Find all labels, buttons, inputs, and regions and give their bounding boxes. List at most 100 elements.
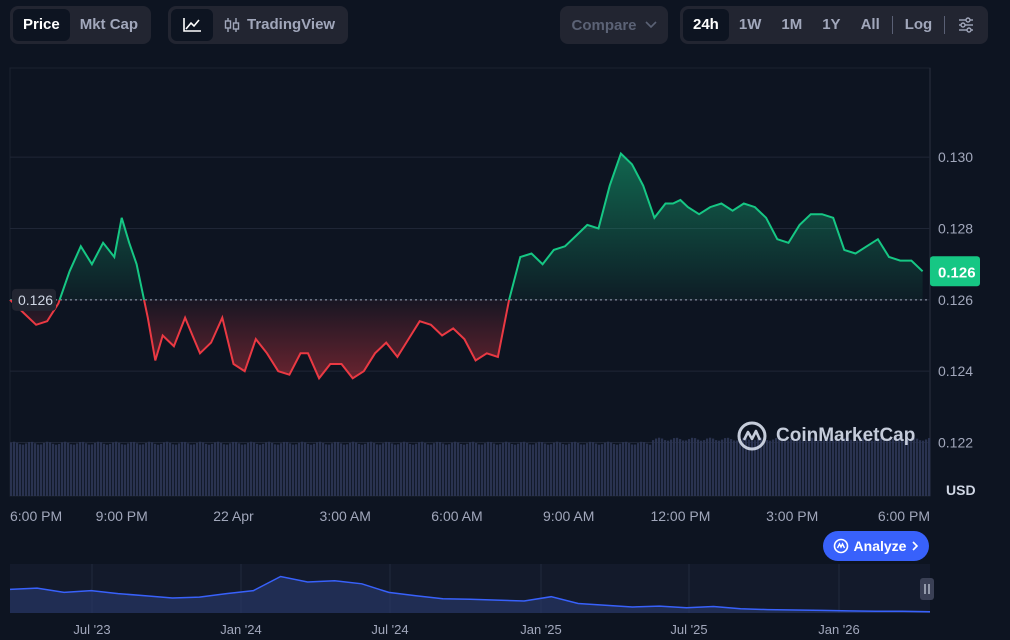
x-axis: 6:00 PM 9:00 PM 22 Apr 3:00 AM 6:00 AM 9:00 A…: [10, 508, 930, 524]
volume-bar: [733, 440, 736, 496]
y-tick-label: 0.128: [938, 221, 973, 237]
volume-bar: [883, 439, 886, 496]
range-24h[interactable]: 24h: [683, 9, 729, 41]
volume-bar: [484, 443, 487, 496]
volume-bar: [127, 443, 130, 496]
volume-bar: [646, 443, 649, 496]
volume-bar: [73, 444, 76, 496]
volume-bar: [757, 438, 760, 496]
volume-bar: [187, 443, 190, 496]
volume-bar: [391, 443, 394, 496]
series-line-down: [9, 299, 511, 381]
volume-bar: [385, 441, 388, 496]
range-1w[interactable]: 1W: [738, 16, 762, 33]
volume-bar: [907, 439, 910, 496]
log-scale-button[interactable]: Log: [904, 16, 933, 33]
volume-bar: [925, 439, 928, 496]
range-navigator[interactable]: Jul '23 Jan '24 Jul '24 Jan '25 Jul '25 Jan '…: [9, 564, 934, 637]
volume-bar: [433, 443, 436, 496]
volume-bar: [397, 444, 400, 496]
volume-bar: [181, 441, 184, 496]
tab-mkt-cap[interactable]: Mkt Cap: [79, 16, 139, 33]
compare-dropdown[interactable]: Compare: [560, 6, 668, 44]
volume-bar: [697, 439, 700, 496]
volume-bar: [814, 438, 817, 496]
volume-bar: [280, 443, 283, 496]
chevron-right-icon: [912, 541, 919, 551]
volume-bar: [409, 443, 412, 496]
volume-bar: [199, 441, 202, 496]
volume-bar: [868, 440, 871, 496]
chart-type-toggle: TradingView: [168, 6, 349, 44]
volume-bar: [823, 439, 826, 496]
volume-bar: [706, 438, 709, 496]
volume-bar: [820, 440, 823, 496]
volume-bar: [586, 443, 589, 496]
settings-button[interactable]: [947, 9, 985, 41]
volume-bar: [652, 440, 655, 496]
volume-bar: [268, 441, 271, 496]
volume-bar: [457, 442, 460, 496]
y-tick-label: 0.126: [938, 292, 973, 308]
volume-bar: [619, 443, 622, 496]
volume-bar: [703, 440, 706, 496]
volume-bar: [334, 441, 337, 496]
volume-bar: [430, 444, 433, 496]
navigator-handle[interactable]: [920, 578, 934, 600]
volume-bar: [472, 441, 475, 496]
price-chart[interactable]: 0.126 0.130 0.128 0.126 0.124 0.122 0.126 6:…: [0, 60, 1010, 640]
volume-bar: [436, 441, 439, 496]
volume-bar: [748, 439, 751, 496]
volume-bar: [853, 440, 856, 496]
volume-bar: [322, 442, 325, 496]
volume-bar: [613, 444, 616, 496]
navigator-tick-label: Jul '23: [73, 622, 110, 637]
volume-bar: [724, 438, 727, 496]
volume-bar: [103, 443, 106, 496]
volume-bar: [193, 444, 196, 496]
volume-bar: [340, 443, 343, 496]
volume-bar: [223, 444, 226, 496]
volume-bar: [781, 439, 784, 496]
volume-bar: [157, 444, 160, 496]
volume-bar: [46, 441, 49, 496]
volume-bar: [271, 442, 274, 496]
volume-bar: [76, 443, 79, 496]
volume-bar: [799, 439, 802, 496]
volume-bar: [916, 438, 919, 496]
volume-bar: [304, 442, 307, 496]
volume-bar: [802, 440, 805, 496]
tradingview-button[interactable]: TradingView: [213, 9, 345, 41]
volume-bar: [832, 439, 835, 496]
volume-bar: [592, 442, 595, 496]
range-1m[interactable]: 1M: [781, 16, 803, 33]
volume-bar: [241, 444, 244, 496]
range-1y[interactable]: 1Y: [822, 16, 841, 33]
range-all[interactable]: All: [860, 16, 880, 33]
tab-price[interactable]: Price: [13, 9, 70, 41]
range-toggle: 24h 1W 1M 1Y All Log: [680, 6, 989, 44]
volume-bar: [664, 440, 667, 496]
volume-bar: [772, 439, 775, 496]
svg-text:0.126: 0.126: [938, 264, 976, 281]
volume-bar: [661, 438, 664, 496]
volume-bar: [361, 444, 364, 496]
volume-bar: [841, 438, 844, 496]
volume-bar: [502, 442, 505, 496]
volume-bar: [10, 442, 13, 496]
volume-bar: [688, 439, 691, 496]
volume-bar: [658, 437, 661, 496]
volume-bar: [256, 443, 259, 496]
volume-bar: [58, 443, 61, 496]
volume-bar: [520, 442, 523, 496]
analyze-button[interactable]: Analyze: [823, 531, 929, 561]
line-chart-button[interactable]: [171, 9, 213, 41]
volume-bar: [169, 442, 172, 496]
volume-bar: [313, 443, 316, 496]
volume-bar: [100, 442, 103, 496]
volume-bar: [211, 443, 214, 496]
volume-bar: [667, 440, 670, 496]
x-tick-label: 12:00 PM: [650, 508, 710, 524]
volume-bar: [22, 444, 25, 496]
volume-bar: [511, 444, 514, 496]
